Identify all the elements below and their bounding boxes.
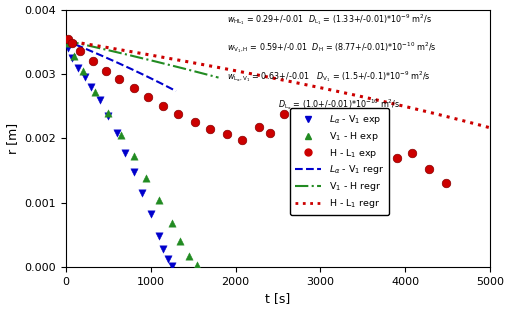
Point (64, 46, 72, 51)
Point (112, 131, 121, 136)
Point (375, 162, 383, 167)
Point (295, 122, 303, 127)
Text: $w_{\rm HL_1}$ = 0.29+/-0.01  $D_{\rm L_1}$ = (1.33+/-0.01)*10$^{-9}$ m$^2$/s: $w_{\rm HL_1}$ = 0.29+/-0.01 $D_{\rm L_1… (227, 12, 431, 27)
Point (206, 126, 214, 131)
X-axis label: t [s]: t [s] (265, 292, 290, 305)
Point (115, 77, 123, 81)
Point (155, 197, 163, 202)
Point (155, 234, 163, 239)
Point (89, 58, 97, 63)
Point (237, 137, 245, 142)
Point (424, 167, 432, 172)
Point (191, 120, 199, 125)
Point (80, 75, 89, 80)
Point (174, 111, 182, 116)
Point (176, 239, 184, 244)
Legend: $L_\alpha$ - V$_1$ exp, V$_1$ - H exp, H - L$_1$ exp, $L_\alpha$ - V$_1$ regr, V: $L_\alpha$ - V$_1$ exp, V$_1$ - H exp, H… (290, 108, 388, 215)
Point (76, 49, 84, 54)
Point (392, 155, 400, 160)
Point (74, 65, 82, 70)
Point (326, 139, 334, 144)
Point (358, 155, 366, 160)
Point (78, 68, 87, 73)
Point (265, 131, 273, 136)
Point (95, 97, 103, 102)
Point (441, 181, 449, 186)
Point (222, 132, 231, 137)
Text: $D_{\rm L_\alpha}$ = (1.0+/-0.01)*10$^{-10}$ m$^2$/s: $D_{\rm L_\alpha}$ = (1.0+/-0.01)*10$^{-… (277, 97, 400, 112)
Point (254, 124, 263, 129)
Point (184, 253, 192, 258)
Point (129, 169, 137, 174)
Point (87, 84, 95, 89)
Point (159, 104, 167, 109)
Point (64, 36, 72, 41)
Y-axis label: r [m]: r [m] (6, 123, 18, 154)
Point (138, 191, 146, 196)
Point (346, 154, 354, 159)
Text: $w_{\rm V_1,H}$ = 0.59+/-0.01  $D_{\rm H}$ = (8.77+/-0.01)*10$^{-10}$ m$^2$/s: $w_{\rm V_1,H}$ = 0.59+/-0.01 $D_{\rm H}… (227, 40, 436, 55)
Point (104, 110, 112, 115)
Point (144, 95, 152, 100)
Point (280, 111, 288, 116)
Point (167, 221, 176, 226)
Point (167, 263, 176, 268)
Point (64, 40, 72, 45)
Point (104, 113, 112, 118)
Point (142, 176, 150, 181)
Point (121, 150, 129, 155)
Text: $w_{\rm L_\alpha,V_1}$ = 0.63+/-0.01   $D_{\rm V_1}$ = (1.5+/-0.1)*10$^{-9}$ m$^: $w_{\rm L_\alpha,V_1}$ = 0.63+/-0.01 $D_… (227, 69, 430, 84)
Point (312, 126, 320, 131)
Point (68, 40, 76, 45)
Point (70, 53, 78, 58)
Point (129, 154, 137, 159)
Point (407, 150, 415, 155)
Point (193, 263, 201, 268)
Point (159, 247, 167, 252)
Point (146, 212, 154, 217)
Point (117, 133, 125, 138)
Point (91, 90, 99, 95)
Point (163, 257, 172, 262)
Point (68, 55, 76, 60)
Point (129, 86, 137, 91)
Point (102, 68, 110, 73)
